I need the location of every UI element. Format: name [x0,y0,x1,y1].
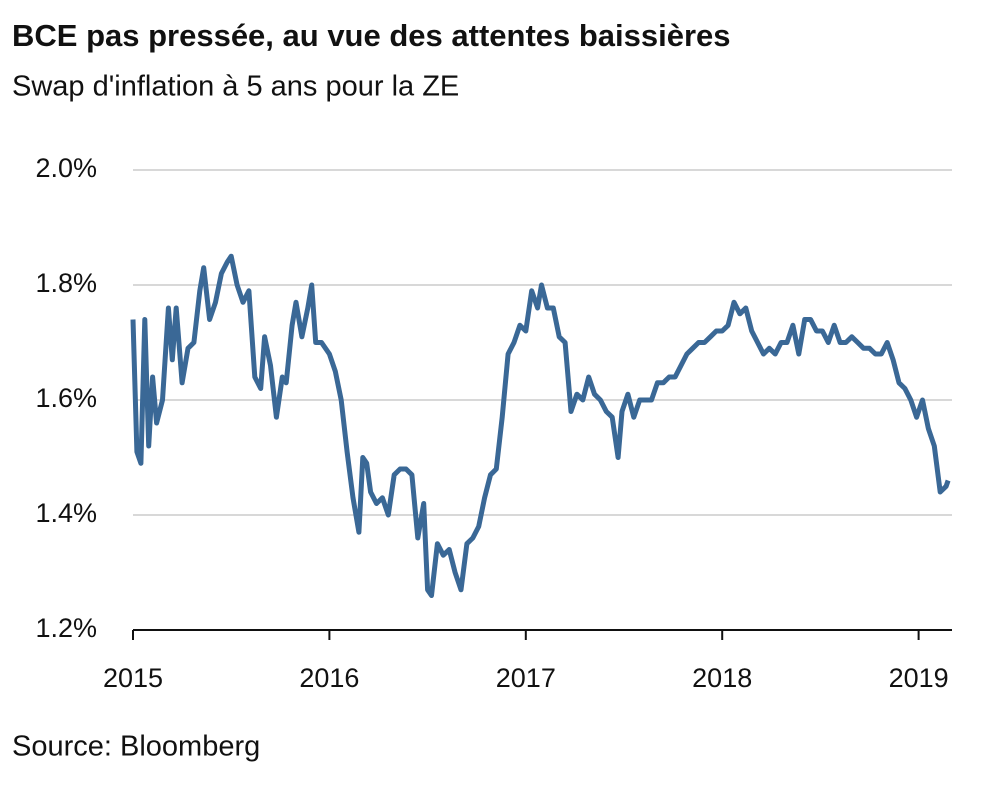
y-tick-label: 2.0% [35,153,97,183]
y-tick-label: 1.8% [35,268,97,298]
source-note: Source: Bloomberg [12,731,260,763]
y-tick-label: 1.4% [35,498,97,528]
data-line [130,253,951,598]
chart-subtitle: Swap d'inflation à 5 ans pour la ZE [12,71,459,103]
y-tick-label: 1.2% [35,613,97,643]
chart-title: BCE pas pressée, au vue des attentes bai… [12,18,731,53]
x-tick-label: 2019 [889,663,949,693]
y-tick-label: 1.6% [35,383,97,413]
x-tick-label: 2015 [103,663,163,693]
x-tick-label: 2018 [692,663,752,693]
x-tick-label: 2016 [299,663,359,693]
x-tick-label: 2017 [496,663,556,693]
